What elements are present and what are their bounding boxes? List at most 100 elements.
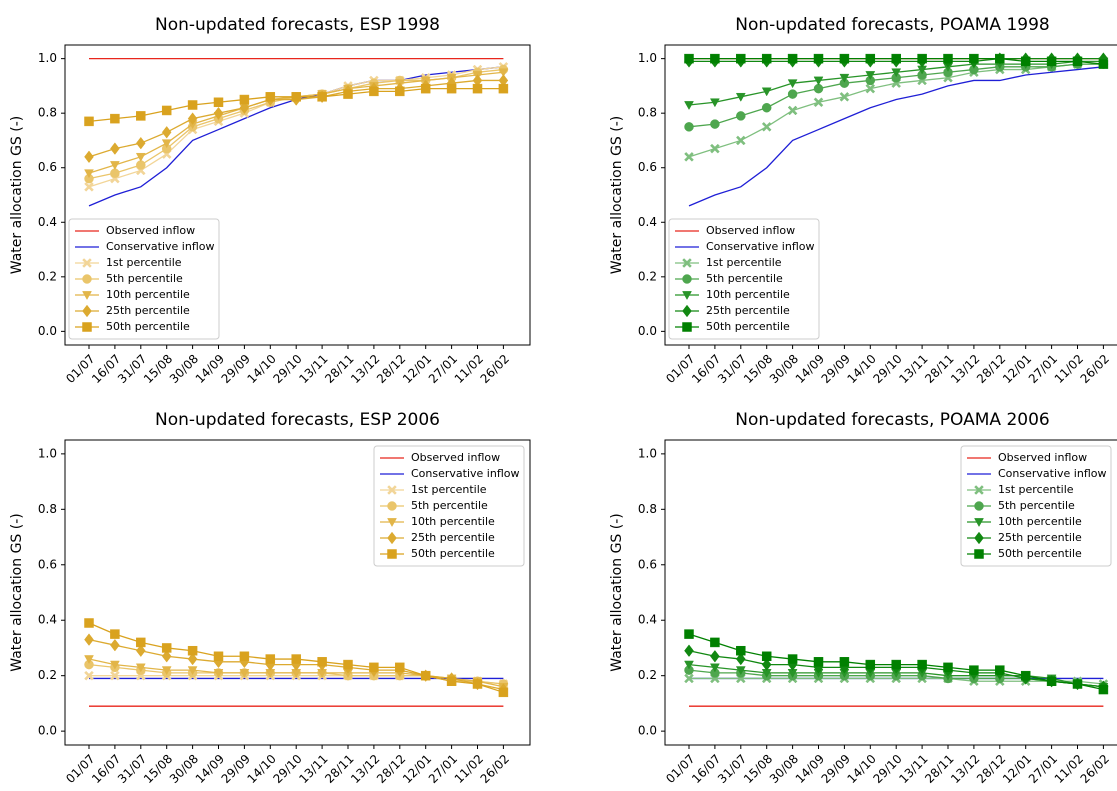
marker xyxy=(472,83,483,94)
marker xyxy=(787,105,798,116)
marker xyxy=(813,83,824,94)
x-tick-label: 01/07 xyxy=(63,752,97,786)
legend-box xyxy=(668,218,820,340)
x-tick-label: 27/01 xyxy=(1026,752,1060,786)
legend-label: 25th percentile xyxy=(706,304,790,317)
legend-label: 10th percentile xyxy=(706,288,790,301)
marker xyxy=(761,53,772,64)
marker xyxy=(239,101,250,114)
y-tick-label: 1.0 xyxy=(38,51,57,65)
marker xyxy=(891,68,902,78)
y-axis-label: Water allocation GS (-) xyxy=(609,513,625,671)
marker xyxy=(395,86,405,97)
marker xyxy=(710,637,720,648)
legend-label: Observed inflow xyxy=(706,224,795,237)
marker xyxy=(736,645,746,656)
marker xyxy=(736,111,746,121)
y-tick-label: 0.2 xyxy=(38,269,57,283)
marker xyxy=(974,549,984,559)
marker xyxy=(187,666,198,676)
legend-label: 5th percentile xyxy=(411,499,488,512)
x-tick-label: 26/02 xyxy=(478,752,512,786)
x-tick-label: 14/10 xyxy=(845,752,879,786)
marker xyxy=(161,139,172,149)
x-tick-label: 11/02 xyxy=(1052,752,1086,786)
legend: Observed inflow Conservative inflow 1st pe… xyxy=(68,218,220,340)
marker xyxy=(974,518,984,528)
y-tick-label: 0.8 xyxy=(38,502,57,516)
marker xyxy=(135,663,146,673)
marker xyxy=(917,659,927,670)
marker xyxy=(317,92,327,102)
marker xyxy=(239,669,250,678)
legend-box xyxy=(960,445,1112,567)
panel: Non-updated forecasts, POAMA 1998 Water a… xyxy=(609,15,1117,386)
legend-label: 10th percentile xyxy=(411,515,495,528)
marker xyxy=(813,76,824,86)
marker xyxy=(109,161,120,171)
marker xyxy=(813,657,824,667)
x-tick-label: 12/01 xyxy=(1000,352,1034,386)
marker xyxy=(1020,670,1031,681)
x-tick-label: 11/02 xyxy=(452,352,486,386)
marker xyxy=(135,152,146,162)
legend-label: 5th percentile xyxy=(706,272,783,285)
marker xyxy=(343,89,353,99)
x-tick-label: 28/11 xyxy=(322,752,356,786)
marker xyxy=(343,659,353,670)
marker xyxy=(110,670,120,681)
x-tick-label: 28/12 xyxy=(974,352,1008,386)
plot-frame xyxy=(64,439,531,746)
legend-label: Conservative inflow xyxy=(998,467,1106,480)
marker xyxy=(1020,56,1031,67)
legend-label: 50th percentile xyxy=(706,320,790,333)
legend-label: Conservative inflow xyxy=(706,240,814,253)
marker xyxy=(684,151,694,162)
marker xyxy=(1046,676,1057,686)
marker xyxy=(813,53,824,64)
marker xyxy=(161,666,172,676)
legend-label: 10th percentile xyxy=(106,288,190,301)
x-tick-label: 29/10 xyxy=(270,752,304,786)
marker xyxy=(187,100,198,110)
marker xyxy=(110,638,120,652)
marker xyxy=(761,658,772,671)
x-tick-label: 11/02 xyxy=(452,752,486,786)
marker xyxy=(187,645,198,656)
x-tick-label: 27/01 xyxy=(426,352,460,386)
marker xyxy=(82,291,92,301)
marker xyxy=(84,670,94,681)
x-tick-label: 28/11 xyxy=(922,352,956,386)
y-tick-label: 0.0 xyxy=(638,724,657,738)
x-tick-label: 16/07 xyxy=(689,752,723,786)
marker xyxy=(110,168,120,178)
marker xyxy=(136,160,146,170)
x-tick-label: 13/12 xyxy=(348,352,382,386)
y-tick-label: 0.2 xyxy=(38,668,57,682)
marker xyxy=(291,654,301,664)
marker xyxy=(387,531,397,545)
marker xyxy=(213,651,224,662)
x-tick-label: 13/11 xyxy=(296,352,330,386)
marker xyxy=(387,485,397,495)
y-tick-label: 1.0 xyxy=(38,446,57,460)
legend-label: Observed inflow xyxy=(411,451,500,464)
x-tick-label: 14/09 xyxy=(193,752,227,786)
marker xyxy=(839,91,850,102)
marker xyxy=(213,669,224,678)
marker xyxy=(187,112,198,125)
marker xyxy=(710,119,720,129)
legend-label: 1st percentile xyxy=(998,483,1074,496)
panel: Non-updated forecasts, POAMA 2006 Water a… xyxy=(609,410,1117,786)
legend: Observed inflow Conservative inflow 1st pe… xyxy=(668,218,820,340)
marker xyxy=(995,53,1005,64)
marker xyxy=(682,322,692,332)
x-tick-label: 29/09 xyxy=(819,352,853,386)
panel: Non-updated forecasts, ESP 1998 Water all… xyxy=(9,15,531,386)
marker xyxy=(369,86,379,97)
x-tick-label: 14/09 xyxy=(793,752,827,786)
y-tick-label: 1.0 xyxy=(638,446,657,460)
legend-label: Conservative inflow xyxy=(411,467,519,480)
legend-label: 25th percentile xyxy=(106,304,190,317)
